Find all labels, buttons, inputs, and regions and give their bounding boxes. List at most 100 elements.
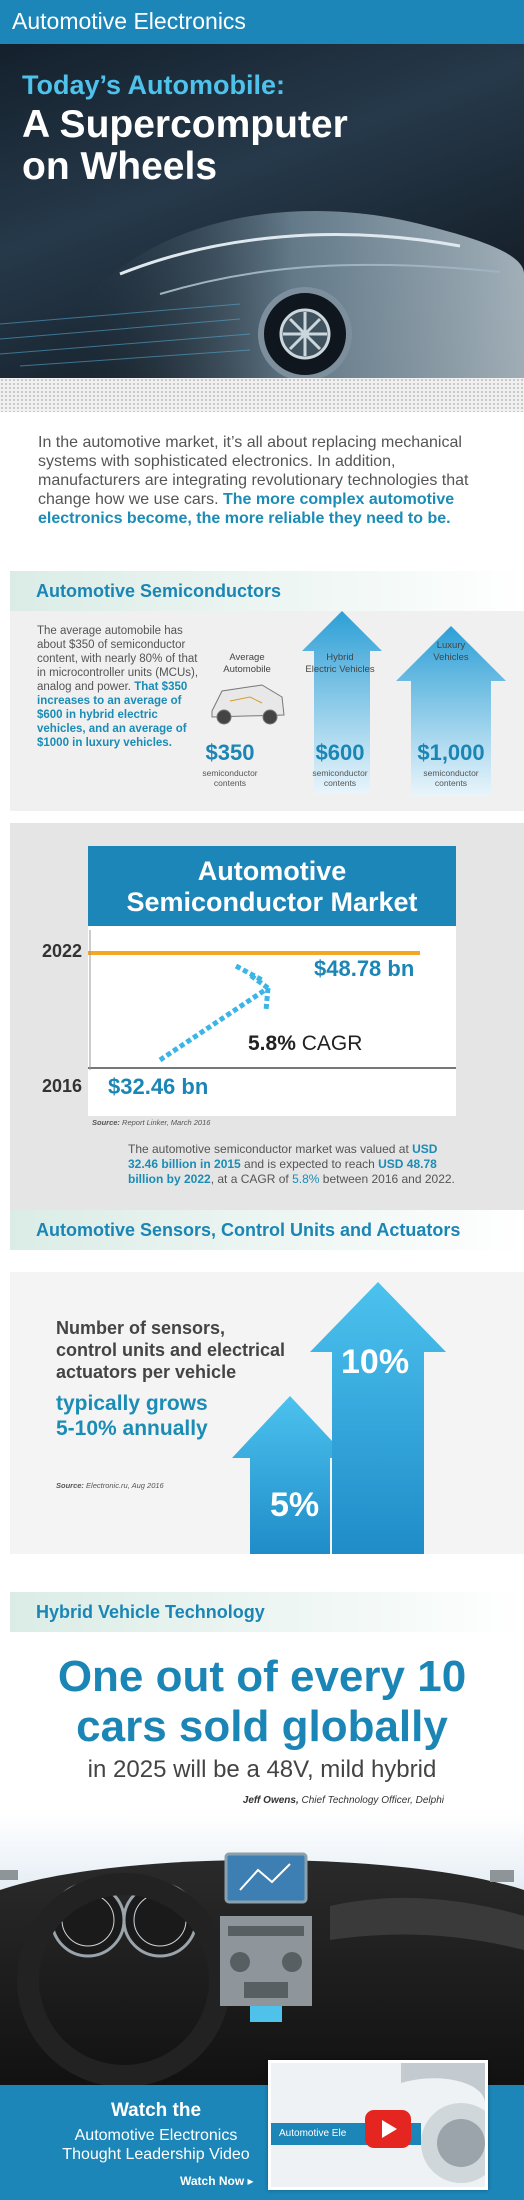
dashboard-illustration [0, 1852, 524, 2090]
hybrid-quote: Jeff Owens, Chief Technology Officer, De… [0, 1795, 444, 1806]
section-header-semiconductors: Automotive Semiconductors [10, 571, 524, 611]
source-text: Report Linker, March 2016 [122, 1118, 211, 1127]
dot-divider [0, 378, 524, 412]
quote-name: Jeff Owens, [242, 1795, 299, 1806]
label-line: Electric Vehicles [305, 664, 375, 675]
price-luxury: $1,000 [417, 740, 485, 765]
sub-line: contents [434, 778, 468, 788]
sensor-text: Number of sensors, control units and ele… [56, 1317, 316, 1383]
cagr-value: 5.8% [248, 1032, 296, 1055]
market-growth-graphic [88, 930, 456, 1070]
price-sub-hybrid: semiconductor contents [305, 768, 375, 788]
label-line: Luxury [436, 640, 466, 651]
arrow-5-percent [232, 1396, 348, 1554]
video-thumbnail[interactable]: Automotive Ele [268, 2060, 488, 2190]
sub-line: contents [323, 778, 357, 788]
hybrid-subline: in 2025 will be a 48V, mild hybrid [87, 1756, 437, 1783]
desc-part: USD 48.78 billion by 2022 [128, 1157, 437, 1186]
column-label-average: Average Automobile [207, 652, 287, 676]
sub-line: semiconductor [312, 768, 368, 778]
hero-title-line-1: A Supercomputer [22, 103, 348, 146]
footer-line-2: Thought Leadership Video [62, 2146, 250, 2163]
hero-banner: Today’s Automobile: A Supercomputer on W… [0, 44, 524, 378]
arrow-10-percent [310, 1282, 446, 1554]
hero-title-line-2: on Wheels [22, 145, 218, 188]
video-car-image [401, 2063, 485, 2183]
sensor-source: Source: Electronic.ru, Aug 2016 [56, 1481, 164, 1490]
sensor-highlight: typically grows 5-10% annually [56, 1391, 256, 1441]
source-text: Electronic.ru, Aug 2016 [86, 1481, 164, 1490]
quote-title: Chief Technology Officer, Delphi [298, 1795, 445, 1806]
watch-now-link[interactable]: Watch Now ▸ [180, 2174, 254, 2188]
column-label-hybrid: Hybrid Electric Vehicles [290, 652, 390, 676]
section-title: Hybrid Vehicle Technology [36, 1602, 265, 1622]
growth-dotted-arrow [158, 963, 271, 1063]
hero-title: A Supercomputer on Wheels [22, 104, 348, 188]
desc-part: USD 32.46 billion in 2015 [128, 1142, 438, 1171]
play-button[interactable] [365, 2110, 411, 2148]
hybrid-headline-2: cars sold globally [76, 1702, 448, 1751]
price-hybrid: $600 [315, 740, 365, 765]
brand-title: Automotive Electronics [12, 8, 246, 34]
play-icon [382, 2120, 397, 2138]
sensor-line: control units and electrical [56, 1340, 286, 1360]
highlight-line: 5-10% annually [56, 1417, 208, 1440]
desc-part: 5.8% [292, 1172, 320, 1186]
market-title-line-2: Semiconductor Market [126, 887, 418, 917]
year-2016: 2016 [42, 1076, 83, 1096]
pct-10: 10% [341, 1343, 410, 1381]
label-line: Automobile [223, 664, 271, 675]
intro-emphasis: The more complex automotive electronics … [38, 491, 455, 527]
source-label: Source: [92, 1118, 120, 1127]
top-bar: Automotive Electronics [0, 0, 524, 44]
price-sub-luxury: semiconductor contents [416, 768, 486, 788]
desc-part: , at a CAGR of [210, 1172, 293, 1186]
market-title: Automotive Semiconductor Market [88, 856, 456, 918]
cagr-text: CAGR [301, 1032, 363, 1055]
footer-line-1: Automotive Electronics [74, 2127, 238, 2144]
value-2016: $32.46 bn [108, 1074, 209, 1099]
luxury-arrow [396, 626, 506, 796]
market-source: Source: Report Linker, March 2016 [92, 1118, 210, 1127]
cagr-label: 5.8% CAGR [248, 1032, 362, 1056]
label-line: Vehicles [433, 652, 469, 663]
desc-part: and is expected to reach [240, 1157, 379, 1171]
console-display [250, 2006, 282, 2022]
sensor-line: actuators per vehicle [56, 1362, 237, 1382]
column-label-luxury: Luxury Vehicles [418, 640, 484, 664]
market-description: The automotive semiconductor market was … [128, 1142, 468, 1187]
desc-part: between 2016 and 2022. [319, 1172, 455, 1186]
intro-text: In the automotive market, it’s all about… [38, 434, 469, 508]
hero-subtitle: Today’s Automobile: [22, 70, 285, 100]
intro-paragraph: In the automotive market, it’s all about… [38, 433, 488, 528]
source-label: Source: [56, 1481, 84, 1490]
semiconductors-text: The average automobile has about $350 of… [37, 624, 209, 750]
pct-5: 5% [270, 1486, 320, 1524]
sensor-line: Number of sensors, [56, 1318, 226, 1338]
price-sub-average: semiconductor contents [195, 768, 265, 788]
section-header-sensors: Automotive Sensors, Control Units and Ac… [10, 1210, 524, 1250]
label-line: Hybrid [326, 652, 354, 663]
footer-watch: Watch the [110, 2100, 202, 2121]
sub-line: contents [213, 778, 247, 788]
car-wireframe-icon [211, 684, 285, 725]
semiconductors-body: The average automobile has about $350 of… [37, 625, 199, 693]
sensor-growth-arrows [232, 1282, 446, 1554]
car-illustration [0, 210, 524, 378]
hybrid-headline-1: One out of every 10 [57, 1652, 467, 1701]
sub-line: semiconductor [202, 768, 258, 778]
highlight-line: typically grows [56, 1392, 208, 1415]
sub-line: semiconductor [423, 768, 479, 778]
hybrid-arrow [302, 611, 382, 794]
desc-part: The automotive semiconductor market was … [128, 1142, 413, 1156]
market-title-box [88, 846, 456, 926]
price-average: $350 [205, 740, 255, 765]
section-title: Automotive Sensors, Control Units and Ac… [36, 1220, 461, 1240]
value-2022: $48.78 bn [314, 956, 415, 981]
section-title: Automotive Semiconductors [36, 581, 282, 601]
market-title-line-1: Automotive [197, 856, 347, 886]
section-header-hybrid: Hybrid Vehicle Technology [10, 1592, 524, 1632]
label-line: Average [229, 652, 265, 663]
year-2022: 2022 [42, 941, 83, 961]
semiconductors-emphasis: That $350 increases to an average of $60… [37, 681, 188, 749]
